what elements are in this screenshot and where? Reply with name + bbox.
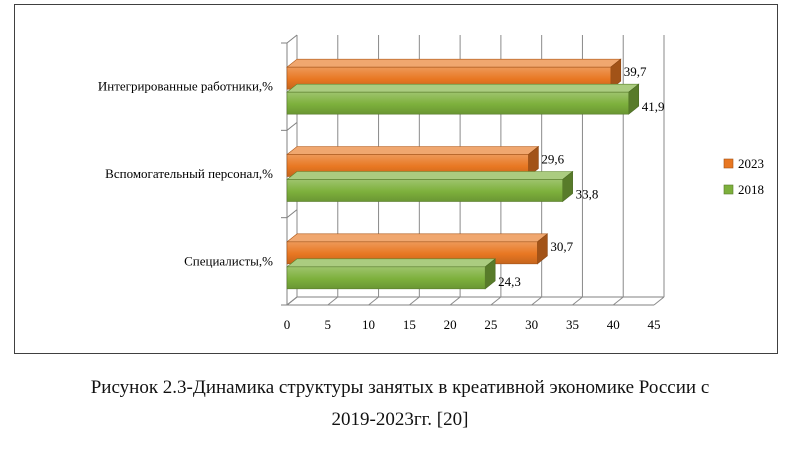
floor-gridline (490, 296, 502, 306)
data-label: 33,8 (576, 187, 599, 202)
category-label: Специалисты,% (184, 253, 273, 268)
legend-label: 2018 (738, 182, 764, 197)
bar-top-face (286, 233, 549, 243)
bar-top-face (286, 146, 540, 155)
value-labels: 39,7 41,9 29,6 33,8 30,7 24,3 (498, 64, 664, 289)
floor-gridline (572, 296, 583, 306)
chart-bars (286, 58, 640, 290)
x-tick-label: 10 (362, 317, 375, 332)
data-label: 41,9 (642, 99, 665, 114)
caption-line-1: Рисунок 2.3-Динамика структуры занятых в… (90, 377, 710, 398)
bar (286, 91, 630, 115)
bar-group (286, 233, 549, 265)
x-tick-label: 5 (325, 317, 332, 332)
bar (286, 266, 486, 290)
x-tick-labels: 0 5 10 15 20 25 30 35 40 45 (284, 317, 661, 332)
data-label: 29,6 (541, 152, 564, 167)
bar-top-face (286, 171, 574, 180)
floor-gridline (653, 296, 665, 306)
chart-frame: Интегрированные работники,% Вспомогательн… (14, 4, 778, 354)
legend-swatch (723, 158, 734, 169)
floor-gridline (531, 296, 542, 306)
x-tick-label: 0 (284, 317, 291, 332)
x-tick-label: 20 (444, 317, 457, 332)
floor-gridline (409, 296, 420, 306)
bar-top-face (286, 83, 640, 93)
floor-gridline (368, 296, 379, 306)
caption-line-2: 2019-2023гг. [20] (331, 409, 469, 430)
bar-group (286, 83, 640, 115)
bar-group (286, 145, 540, 178)
x-tick-label: 40 (607, 317, 620, 332)
bar-group (286, 170, 574, 203)
data-label: 24,3 (498, 274, 521, 289)
x-tick-label: 15 (403, 317, 416, 332)
x-tick-label: 30 (525, 317, 538, 332)
figure-caption: Рисунок 2.3-Динамика структуры занятых в… (0, 372, 800, 436)
x-tick-label: 45 (648, 317, 661, 332)
chart-svg: Интегрированные работники,% Вспомогательн… (98, 34, 764, 332)
x-tick-label: 25 (484, 317, 497, 332)
floor-gridline (449, 296, 461, 306)
floor-back-edge (286, 296, 664, 306)
floor-gridline (327, 296, 339, 306)
category-tick-depth (286, 209, 298, 219)
floor-gridline (286, 296, 298, 306)
category-label: Интегрированные работники,% (98, 79, 273, 94)
bar-group (286, 258, 497, 290)
x-tick-label: 35 (566, 317, 579, 332)
legend: 2023 2018 (723, 156, 764, 197)
category-labels: Интегрированные работники,% Вспомогательн… (98, 79, 273, 269)
bar (286, 179, 563, 202)
bar-top-face (286, 58, 622, 68)
category-tick-depth (286, 121, 298, 131)
floor-gridline (612, 296, 624, 306)
bar-top-face (286, 258, 497, 268)
legend-label: 2023 (738, 156, 764, 171)
data-label: 39,7 (624, 64, 647, 79)
legend-swatch (723, 184, 734, 195)
bar-group (286, 58, 622, 90)
category-label: Вспомогательный персонал,% (105, 166, 273, 181)
data-label: 30,7 (550, 239, 573, 254)
category-tick-depth (286, 34, 298, 44)
